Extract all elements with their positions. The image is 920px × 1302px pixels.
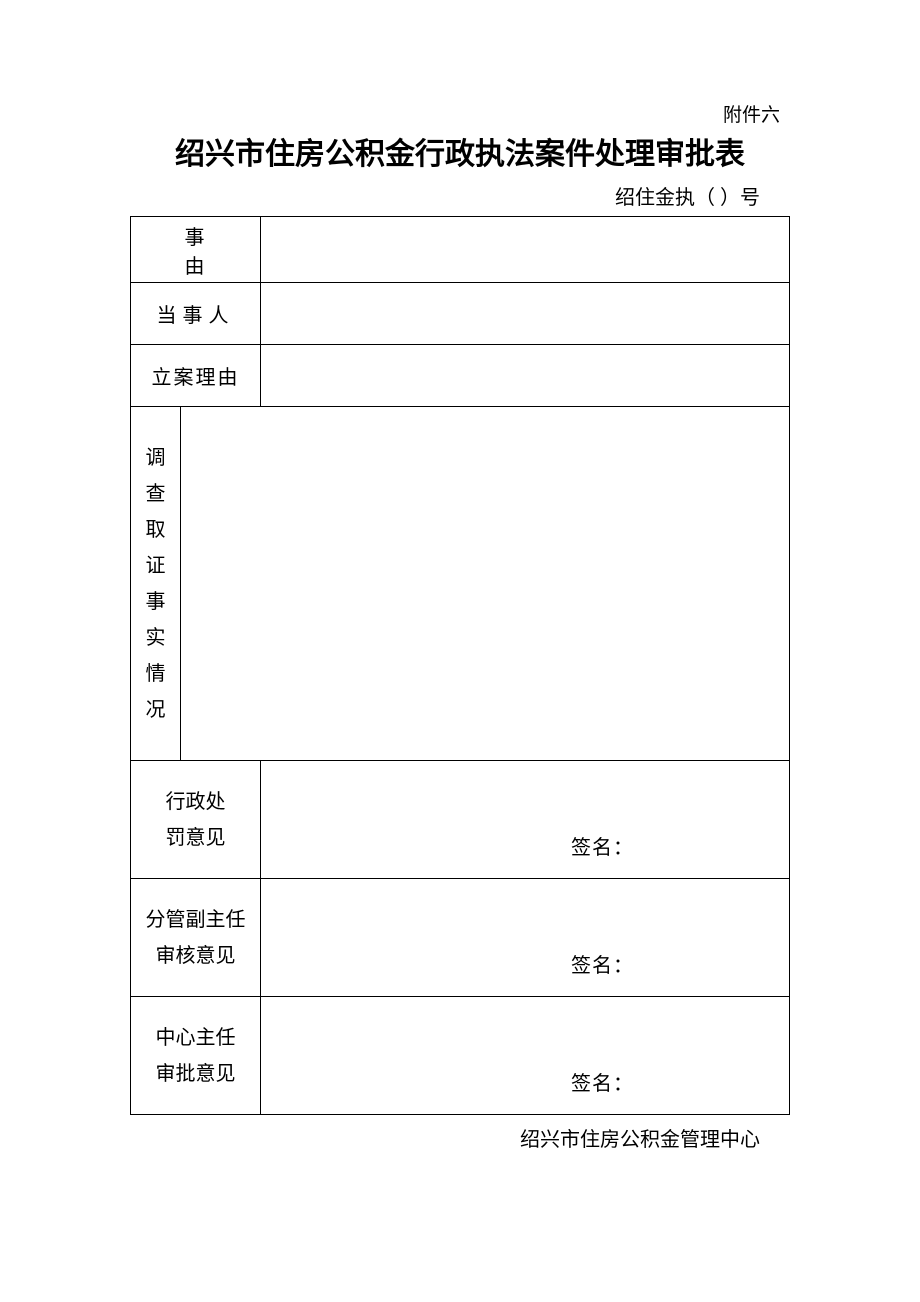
label-party: 当事人 (131, 283, 261, 345)
row-party: 当事人 (131, 283, 790, 345)
signature-label-deputy: 签名： (571, 949, 634, 978)
label-deputy-review: 分管副主任 审核意见 (131, 879, 261, 997)
value-director-approval: 签名： (261, 997, 790, 1115)
page-title: 绍兴市住房公积金行政执法案件处理审批表 (130, 129, 790, 173)
value-filing-reason (261, 345, 790, 407)
footer-organization: 绍兴市住房公积金管理中心 (130, 1123, 790, 1152)
label-investigation: 调 查 取 证 事 实 情 况 (131, 407, 181, 761)
deputy-line1: 分管副主任 (135, 902, 256, 938)
document-number: 绍住金执（ ）号 (130, 181, 790, 210)
value-investigation (181, 407, 790, 761)
investigation-vertical-text: 调 查 取 证 事 实 情 况 (131, 440, 180, 728)
label-penalty-opinion: 行政处 罚意见 (131, 761, 261, 879)
deputy-line2: 审核意见 (135, 938, 256, 974)
invest-char-4: 事 (131, 584, 180, 620)
row-investigation: 调 查 取 证 事 实 情 况 (131, 407, 790, 761)
penalty-line1: 行政处 (135, 784, 256, 820)
penalty-line2: 罚意见 (135, 820, 256, 856)
invest-char-7: 况 (131, 692, 180, 728)
invest-char-1: 查 (131, 476, 180, 512)
document-page: 附件六 绍兴市住房公积金行政执法案件处理审批表 绍住金执（ ）号 事 由 当事人… (0, 0, 920, 1152)
invest-char-5: 实 (131, 620, 180, 656)
row-penalty-opinion: 行政处 罚意见 签名： (131, 761, 790, 879)
row-reason: 事 由 (131, 217, 790, 283)
approval-form-table: 事 由 当事人 立案理由 调 查 取 证 事 实 情 况 (130, 216, 790, 1115)
director-line1: 中心主任 (135, 1020, 256, 1056)
value-deputy-review: 签名： (261, 879, 790, 997)
label-director-approval: 中心主任 审批意见 (131, 997, 261, 1115)
label-filing-reason: 立案理由 (131, 345, 261, 407)
signature-label-director: 签名： (571, 1067, 634, 1096)
director-line2: 审批意见 (135, 1056, 256, 1092)
invest-char-6: 情 (131, 656, 180, 692)
value-reason (261, 217, 790, 283)
invest-char-0: 调 (131, 440, 180, 476)
attachment-label: 附件六 (130, 100, 790, 127)
invest-char-2: 取 (131, 512, 180, 548)
row-filing-reason: 立案理由 (131, 345, 790, 407)
signature-label-penalty: 签名： (571, 831, 634, 860)
value-party (261, 283, 790, 345)
row-deputy-review: 分管副主任 审核意见 签名： (131, 879, 790, 997)
value-penalty-opinion: 签名： (261, 761, 790, 879)
label-reason: 事 由 (131, 217, 261, 283)
row-director-approval: 中心主任 审批意见 签名： (131, 997, 790, 1115)
invest-char-3: 证 (131, 548, 180, 584)
